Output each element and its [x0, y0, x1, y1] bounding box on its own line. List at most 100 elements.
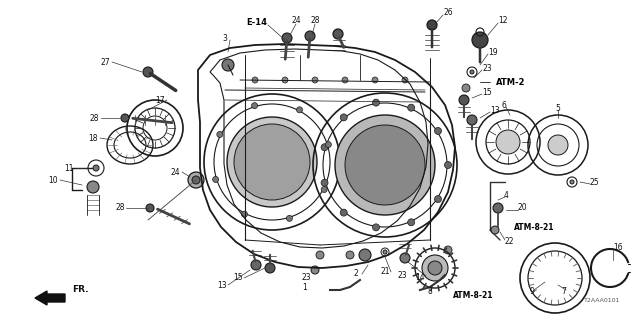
Circle shape [321, 144, 328, 151]
Text: 13: 13 [217, 281, 227, 290]
Text: ATM-8-21: ATM-8-21 [514, 223, 554, 233]
Circle shape [472, 32, 488, 48]
Circle shape [372, 224, 380, 231]
Circle shape [491, 226, 499, 234]
Text: 15: 15 [233, 274, 243, 283]
Circle shape [93, 165, 99, 171]
Circle shape [400, 253, 410, 263]
Text: 21: 21 [380, 268, 390, 276]
Text: 22: 22 [504, 237, 513, 246]
Circle shape [445, 162, 451, 169]
Text: 3: 3 [223, 34, 227, 43]
Circle shape [435, 127, 442, 134]
Text: 12: 12 [498, 15, 508, 25]
Text: 16: 16 [613, 244, 623, 252]
Circle shape [143, 67, 153, 77]
Circle shape [296, 107, 303, 113]
Circle shape [402, 77, 408, 83]
Text: 24: 24 [291, 15, 301, 25]
Circle shape [372, 99, 380, 106]
Circle shape [427, 20, 437, 30]
Text: T2AAA0101: T2AAA0101 [584, 298, 620, 302]
Text: 27: 27 [100, 58, 110, 67]
Circle shape [282, 33, 292, 43]
Circle shape [241, 211, 248, 217]
Circle shape [282, 77, 288, 83]
Circle shape [548, 135, 568, 155]
Circle shape [146, 204, 154, 212]
Text: ATM-2: ATM-2 [496, 77, 525, 86]
Circle shape [428, 261, 442, 275]
Text: 15: 15 [482, 87, 492, 97]
Circle shape [311, 266, 319, 274]
Text: 8: 8 [428, 287, 433, 297]
Circle shape [252, 103, 257, 108]
Text: 1: 1 [303, 284, 307, 292]
Circle shape [444, 246, 452, 254]
Text: 23: 23 [482, 63, 492, 73]
Circle shape [467, 115, 477, 125]
Circle shape [222, 59, 234, 71]
Text: 19: 19 [488, 47, 498, 57]
Text: 28: 28 [115, 204, 125, 212]
Circle shape [121, 114, 129, 122]
Circle shape [321, 179, 328, 186]
Circle shape [325, 141, 332, 148]
Circle shape [346, 251, 354, 259]
Text: 4: 4 [504, 190, 509, 199]
Text: 5: 5 [556, 103, 561, 113]
Circle shape [340, 209, 348, 216]
Circle shape [459, 95, 469, 105]
Circle shape [496, 130, 520, 154]
Circle shape [287, 215, 292, 221]
Text: 18: 18 [88, 133, 98, 142]
Circle shape [470, 70, 474, 74]
Text: 2: 2 [354, 269, 358, 278]
Circle shape [335, 115, 435, 215]
Text: 24: 24 [170, 167, 180, 177]
Circle shape [212, 176, 219, 182]
Circle shape [227, 117, 317, 207]
Circle shape [359, 249, 371, 261]
Circle shape [251, 260, 261, 270]
FancyArrow shape [35, 291, 65, 305]
Circle shape [345, 125, 425, 205]
Text: 20: 20 [518, 204, 527, 212]
Text: 11: 11 [65, 164, 74, 172]
Text: 13: 13 [490, 106, 500, 115]
Text: 10: 10 [49, 175, 58, 185]
Text: 6: 6 [502, 100, 506, 109]
Text: 17: 17 [155, 95, 165, 105]
Text: 28: 28 [310, 15, 320, 25]
Circle shape [340, 114, 348, 121]
Circle shape [217, 132, 223, 138]
Text: 26: 26 [443, 7, 452, 17]
Circle shape [435, 196, 442, 203]
Circle shape [333, 29, 343, 39]
Text: ATM-8-21: ATM-8-21 [453, 291, 493, 300]
Circle shape [188, 172, 204, 188]
Text: 7: 7 [561, 287, 566, 297]
Circle shape [342, 77, 348, 83]
Text: 14: 14 [415, 274, 425, 283]
Circle shape [493, 203, 503, 213]
Circle shape [305, 31, 315, 41]
Circle shape [408, 219, 415, 226]
Circle shape [383, 250, 387, 254]
Circle shape [252, 77, 258, 83]
Text: E-14: E-14 [246, 18, 267, 27]
Circle shape [316, 251, 324, 259]
Circle shape [312, 77, 318, 83]
Circle shape [192, 176, 200, 184]
Circle shape [234, 124, 310, 200]
Text: 25: 25 [590, 178, 600, 187]
Circle shape [265, 263, 275, 273]
Circle shape [462, 84, 470, 92]
Circle shape [570, 180, 574, 184]
Circle shape [87, 181, 99, 193]
Text: FR.: FR. [72, 285, 88, 294]
Text: 9: 9 [529, 287, 534, 297]
Circle shape [372, 77, 378, 83]
Text: 28: 28 [89, 114, 99, 123]
Circle shape [422, 255, 448, 281]
